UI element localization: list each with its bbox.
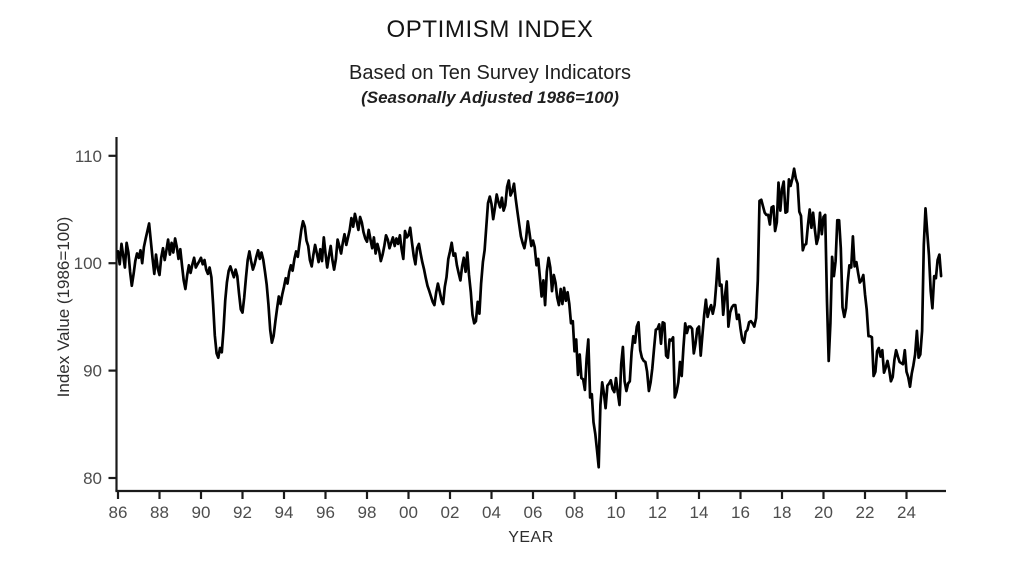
x-tick-label: 88 [150,503,169,522]
y-tick-label: 90 [83,362,102,381]
x-tick-label: 20 [814,503,833,522]
chart-subtitle-note: (Seasonally Adjusted 1986=100) [361,88,619,107]
x-tick-label: 90 [192,503,211,522]
y-tick-label: 100 [74,254,102,273]
x-tick-label: 02 [441,503,460,522]
optimism-index-line-series [116,167,943,469]
x-tick-label: 18 [773,503,792,522]
x-tick-label: 24 [897,503,916,522]
x-tick-label: 04 [482,503,501,522]
x-tick-label: 16 [731,503,750,522]
chart-header: OPTIMISM INDEX Based on Ten Survey Indic… [0,16,980,108]
x-tick-label: 94 [275,503,294,522]
chart-title: OPTIMISM INDEX [386,16,594,43]
x-tick-label: 98 [358,503,377,522]
x-tick-label: 86 [109,503,128,522]
y-tick-label: 110 [75,147,102,166]
x-tick-label: 22 [856,503,875,522]
x-tick-label: 10 [607,503,626,522]
x-tick-label: 12 [648,503,667,522]
x-tick-label: 92 [233,503,252,522]
x-axis-ticks: 86 88 90 92 94 96 98 00 02 04 06 08 10 12 14 16 18 20 22 24 [109,491,916,522]
x-tick-label: 14 [690,503,709,522]
chart-subtitle: Based on Ten Survey Indicators [348,62,632,84]
y-axis-ticks: 80 90 100 110 [74,147,117,488]
x-tick-label: 06 [524,503,543,522]
y-tick-label: 80 [83,469,102,488]
x-tick-label: 08 [565,503,584,522]
x-tick-label: 96 [316,503,335,522]
x-tick-label: 00 [399,503,418,522]
x-axis-title: YEAR [508,529,554,546]
